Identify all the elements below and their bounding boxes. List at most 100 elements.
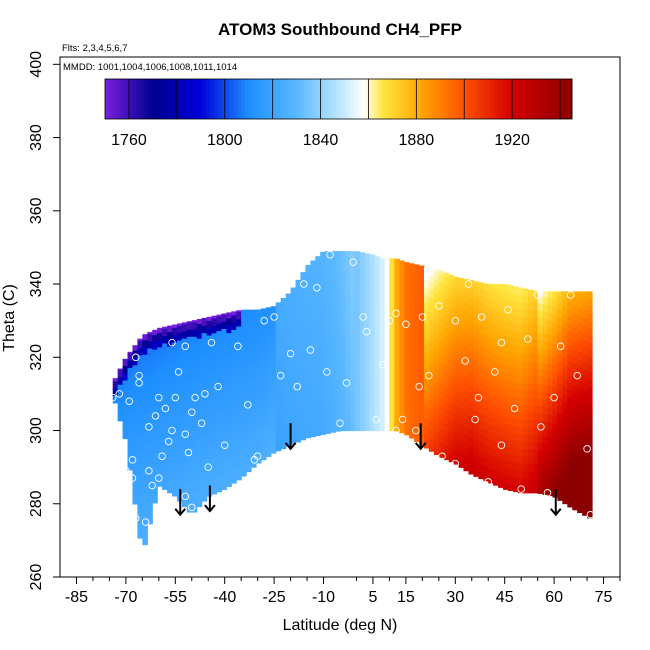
field-cell	[335, 321, 341, 330]
field-cell	[142, 529, 148, 538]
field-cell	[517, 375, 524, 384]
field-cell	[577, 291, 583, 294]
field-cell	[172, 437, 178, 446]
field-cell	[379, 291, 386, 300]
field-cell	[251, 393, 257, 402]
field-cell	[582, 291, 588, 297]
field-cell	[498, 284, 504, 291]
field-cell	[399, 322, 405, 331]
field-cell	[265, 390, 272, 399]
field-cell	[547, 371, 554, 379]
sample-point	[300, 280, 308, 288]
field-cell	[409, 284, 415, 293]
field-cell	[522, 419, 529, 428]
field-cell	[221, 335, 227, 344]
field-cell	[532, 412, 539, 421]
field-cell	[503, 342, 509, 351]
field-cell	[532, 456, 539, 465]
field-cell	[369, 415, 376, 424]
field-cell	[330, 344, 336, 353]
field-cell	[152, 422, 158, 431]
field-cell	[236, 318, 242, 327]
field-cell	[167, 331, 173, 340]
field-cell	[567, 397, 573, 405]
field-cell	[493, 455, 499, 464]
field-cell	[132, 357, 139, 366]
field-cell	[330, 410, 336, 419]
field-cell	[344, 320, 351, 329]
field-cell	[587, 386, 593, 395]
field-cell	[221, 321, 227, 329]
field-cell	[320, 375, 326, 384]
field-cell	[448, 359, 455, 368]
field-cell	[226, 361, 232, 370]
field-cell	[438, 420, 445, 429]
field-cell	[463, 463, 470, 472]
field-cell	[374, 335, 381, 344]
field-cell	[404, 280, 410, 289]
field-cell	[478, 412, 484, 421]
field-cell	[354, 284, 361, 292]
field-cell	[176, 420, 183, 429]
field-cell	[567, 323, 573, 332]
field-cell	[251, 437, 257, 446]
field-cell	[196, 462, 203, 471]
field-cell	[488, 358, 494, 367]
field-cell	[211, 420, 218, 429]
field-cell	[483, 370, 489, 379]
field-cell	[468, 298, 475, 307]
field-cell	[424, 286, 430, 295]
field-cell	[191, 482, 198, 491]
field-cell	[236, 443, 242, 452]
field-cell	[572, 458, 578, 467]
field-cell	[508, 299, 514, 308]
field-cell	[493, 367, 499, 376]
field-cell	[196, 411, 203, 420]
field-cell	[191, 424, 198, 433]
field-cell	[152, 458, 158, 467]
field-cell	[349, 408, 356, 417]
field-cell	[542, 406, 549, 415]
colorbar-segment	[140, 79, 145, 119]
sample-point	[276, 371, 285, 380]
field-cell	[438, 354, 445, 363]
field-cell	[364, 298, 371, 307]
field-cell	[364, 291, 371, 300]
field-cell	[335, 401, 341, 410]
field-cell	[246, 369, 252, 377]
field-cell	[384, 349, 391, 358]
field-cell	[191, 365, 198, 374]
field-cell	[399, 425, 405, 434]
field-cell	[537, 346, 544, 355]
field-cell	[399, 337, 405, 346]
field-cell	[483, 363, 489, 372]
field-cell	[221, 328, 227, 337]
field-cell	[493, 284, 499, 288]
field-cell	[409, 298, 415, 307]
field-cell	[137, 340, 143, 349]
field-cell	[424, 403, 430, 412]
field-cell	[419, 268, 425, 277]
field-cell	[295, 390, 302, 399]
field-cell	[572, 451, 578, 460]
field-cell	[186, 372, 193, 381]
field-cell	[483, 385, 489, 394]
field-cell	[493, 397, 499, 406]
field-cell	[325, 360, 331, 368]
field-cell	[369, 254, 376, 256]
field-cell	[320, 346, 326, 355]
field-cell	[414, 302, 420, 311]
field-cell	[517, 463, 524, 472]
field-cell	[359, 357, 366, 366]
field-cell	[325, 294, 331, 303]
field-cell	[260, 349, 267, 358]
field-cell	[463, 397, 470, 406]
sample-point	[306, 346, 315, 354]
field-cell	[246, 332, 252, 341]
field-cell	[147, 384, 153, 393]
field-cell	[443, 320, 450, 329]
field-cell	[508, 468, 514, 477]
field-cell	[512, 308, 519, 317]
field-cell	[384, 342, 391, 351]
field-cell	[305, 401, 311, 409]
